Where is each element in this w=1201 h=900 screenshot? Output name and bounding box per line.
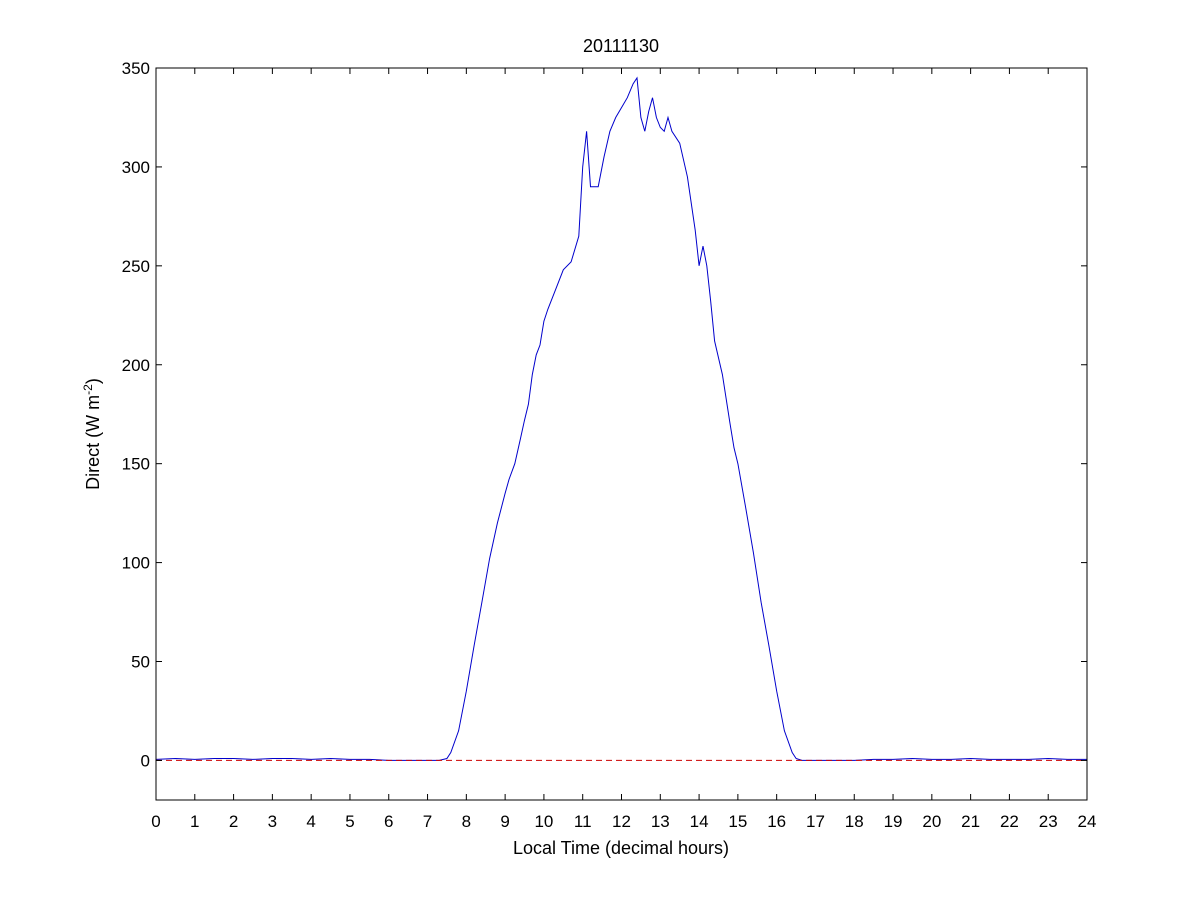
x-tick-label: 23 <box>1039 812 1058 831</box>
x-tick-label: 13 <box>651 812 670 831</box>
y-tick-label: 200 <box>122 356 150 375</box>
x-tick-label: 9 <box>500 812 509 831</box>
plot-area-frame <box>155 67 1088 801</box>
y-tick-label: 0 <box>141 751 150 770</box>
y-axis-label-suffix: ) <box>83 378 103 384</box>
x-tick-label: 16 <box>767 812 786 831</box>
x-tick-label: 11 <box>574 812 592 831</box>
y-tick-label: 150 <box>122 455 150 474</box>
x-tick-label: 18 <box>845 812 864 831</box>
x-tick-label: 0 <box>151 812 160 831</box>
y-axis-label-text: Direct (W m <box>83 395 103 490</box>
x-tick-label: 14 <box>690 812 709 831</box>
x-tick-label: 2 <box>229 812 238 831</box>
x-axis-label: Local Time (decimal hours) <box>513 838 729 858</box>
chart-title: 20111130 <box>583 36 659 56</box>
x-tick-label: 7 <box>423 812 432 831</box>
y-tick-label: 250 <box>122 257 150 276</box>
x-tick-label: 21 <box>961 812 980 831</box>
y-tick-label: 300 <box>122 158 150 177</box>
x-tick-label: 22 <box>1000 812 1019 831</box>
x-tick-label: 1 <box>190 812 199 831</box>
y-tick-label: 50 <box>131 653 150 672</box>
y-tick-label: 100 <box>122 554 150 573</box>
x-tick-label: 12 <box>612 812 631 831</box>
series-line-0 <box>156 76 1087 761</box>
x-tick-label: 15 <box>728 812 747 831</box>
x-tick-label: 20 <box>922 812 941 831</box>
y-axis-label-superscript: -2 <box>81 384 95 395</box>
x-tick-label: 24 <box>1078 812 1097 831</box>
x-tick-label: 4 <box>306 812 315 831</box>
x-tick-label: 17 <box>806 812 825 831</box>
y-tick-label: 350 <box>122 59 150 78</box>
x-tick-label: 10 <box>534 812 553 831</box>
x-tick-label: 6 <box>384 812 393 831</box>
x-tick-label: 5 <box>345 812 354 831</box>
x-tick-label: 3 <box>268 812 277 831</box>
y-axis-label: Direct (W m-2) <box>81 378 103 490</box>
x-tick-label: 19 <box>884 812 903 831</box>
x-tick-label: 8 <box>462 812 471 831</box>
